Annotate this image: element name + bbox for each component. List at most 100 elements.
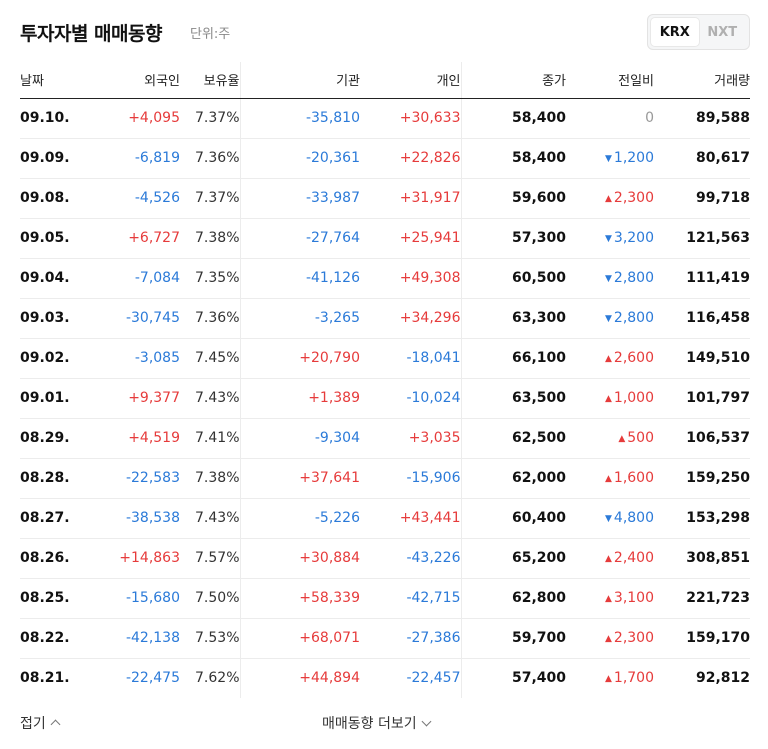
triangle-down-icon: ▼ <box>604 274 612 284</box>
table-row: 09.08. -4,526 7.37% -33,987 +31,917 59,600 ▲ 2,… <box>20 178 750 219</box>
volume-cell: 159,170 <box>654 618 750 659</box>
triangle-up-icon: ▲ <box>604 554 612 564</box>
foreign-cell: -22,475 <box>125 670 180 687</box>
foreign-cell: -4,526 <box>72 178 180 219</box>
institution-cell: +68,071 <box>240 618 360 659</box>
close-price-cell: 57,300 <box>461 218 566 259</box>
chevron-down-icon <box>421 716 432 727</box>
institution-cell: -3,265 <box>240 298 360 339</box>
individual-cell: -42,715 <box>360 578 462 619</box>
change-value: 3,100 <box>613 590 654 606</box>
institution-cell: -5,226 <box>240 498 360 539</box>
chevron-up-icon <box>50 719 61 730</box>
fold-button[interactable]: 접기 <box>20 713 61 733</box>
volume-cell: 89,588 <box>654 98 750 139</box>
individual-cell: -22,457 <box>360 658 462 698</box>
col-foreign: 외국인 <box>72 62 180 99</box>
tab-krx[interactable]: KRX <box>651 18 699 46</box>
change-value: 2,400 <box>613 550 654 566</box>
table-row: 09.04. -7,084 7.35% -41,126 +49,308 60,500 ▼ 2,… <box>20 258 750 299</box>
change-cell: ▲ 1,000 <box>566 378 654 419</box>
date-cell: 08.27. <box>20 498 72 539</box>
volume-cell: 159,250 <box>654 458 750 499</box>
institution-cell: +20,790 <box>240 338 360 379</box>
holding-ratio-cell: 7.36% <box>180 138 241 179</box>
date-cell: 09.03. <box>20 298 72 339</box>
individual-cell: -10,024 <box>360 378 462 419</box>
volume-cell: 106,537 <box>654 418 750 459</box>
institution-cell: +44,894 <box>299 670 360 687</box>
table-row: 08.26. +14,863 7.57% +30,884 -43,226 65,200 ▲ 2… <box>20 538 750 579</box>
col-institution: 기관 <box>240 62 360 99</box>
change-value: 2,300 <box>613 630 654 646</box>
volume-cell: 153,298 <box>654 498 750 539</box>
triangle-up-icon: ▲ <box>604 194 612 204</box>
volume-cell: 111,419 <box>654 258 750 299</box>
institution-cell: -20,361 <box>240 138 360 179</box>
holding-ratio-cell: 7.35% <box>180 258 241 299</box>
close-price-cell: 58,400 <box>461 98 566 139</box>
table-body: 09.10. +4,095 7.37% -35,810 +30,633 58,400 0 89… <box>20 98 750 698</box>
change-cell: ▲ 3,100 <box>566 578 654 619</box>
close-price-cell: 62,000 <box>461 458 566 499</box>
table-row: 09.03. -30,745 7.36% -3,265 +34,296 63,300 ▼ 2,… <box>20 298 750 339</box>
table-row: 09.10. +4,095 7.37% -35,810 +30,633 58,400 0 89… <box>20 98 750 139</box>
volume-cell: 80,617 <box>654 138 750 179</box>
change-value: 2,800 <box>613 310 654 326</box>
date-cell: 08.22. <box>20 618 72 659</box>
institution-cell: -27,764 <box>240 218 360 259</box>
triangle-up-icon: ▲ <box>618 434 626 444</box>
triangle-up-icon: ▲ <box>604 594 612 604</box>
date-cell: 09.08. <box>20 178 72 219</box>
institution-cell: +1,389 <box>240 378 360 419</box>
change-value: 1,600 <box>613 470 654 486</box>
triangle-up-icon: ▲ <box>604 474 612 484</box>
footer: 접기 매매동향 더보기 <box>0 700 768 749</box>
col-date: 날짜 <box>20 62 72 99</box>
foreign-cell: +4,095 <box>72 98 180 139</box>
institution-cell: +37,641 <box>240 458 360 499</box>
change-cell: ▼ 2,800 <box>566 298 654 339</box>
volume-cell: 101,797 <box>654 378 750 419</box>
foreign-cell: +9,377 <box>72 378 180 419</box>
more-trading-button[interactable]: 매매동향 더보기 <box>322 713 432 733</box>
change-value: 4,800 <box>613 510 654 526</box>
change-cell: ▲ 2,300 <box>566 618 654 659</box>
individual-cell: +34,296 <box>360 298 462 339</box>
change-value: 1,000 <box>613 390 654 406</box>
table-row: 08.25. -15,680 7.50% +58,339 -42,715 62,800 ▲ 3… <box>20 578 750 619</box>
table-row: 09.01. +9,377 7.43% +1,389 -10,024 63,500 ▲ 1,0… <box>20 378 750 419</box>
tab-nxt[interactable]: NXT <box>707 24 738 40</box>
close-price-cell: 62,800 <box>461 578 566 619</box>
foreign-cell: +6,727 <box>72 218 180 259</box>
close-price-cell: 59,700 <box>461 618 566 659</box>
table-row: 08.21. -22,475 7.62% +44,894 -22,457 57,400 ▲ 1… <box>20 658 750 698</box>
change-cell: ▲ 2,400 <box>566 538 654 579</box>
volume-cell: 121,563 <box>654 218 750 259</box>
institution-cell: +58,339 <box>240 578 360 619</box>
date-cell: 08.26. <box>20 538 72 579</box>
change-cell: ▲ 2,300 <box>566 178 654 219</box>
date-cell: 08.29. <box>20 418 72 459</box>
holding-ratio-cell: 7.57% <box>180 538 241 579</box>
foreign-cell: -3,085 <box>72 338 180 379</box>
date-cell: 09.02. <box>20 338 72 379</box>
table-row: 09.05. +6,727 7.38% -27,764 +25,941 57,300 ▼ 3,… <box>20 218 750 259</box>
change-cell: ▲ 500 <box>566 418 654 459</box>
foreign-cell: -7,084 <box>72 258 180 299</box>
volume-cell: 116,458 <box>654 298 750 339</box>
foreign-cell: -42,138 <box>72 618 180 659</box>
triangle-up-icon: ▲ <box>604 394 612 404</box>
individual-cell: +3,035 <box>360 418 462 459</box>
change-cell: ▲ 2,600 <box>566 338 654 379</box>
individual-cell: -15,906 <box>360 458 462 499</box>
holding-ratio-cell: 7.50% <box>180 578 241 619</box>
holding-ratio-cell: 7.53% <box>180 618 241 659</box>
more-label: 매매동향 더보기 <box>322 716 417 732</box>
change-cell: ▼ 4,800 <box>566 498 654 539</box>
close-price-cell: 59,600 <box>461 178 566 219</box>
institution-cell: -33,987 <box>240 178 360 219</box>
date-cell: 08.28. <box>20 458 72 499</box>
triangle-down-icon: ▼ <box>604 514 612 524</box>
individual-cell: -27,386 <box>360 618 462 659</box>
